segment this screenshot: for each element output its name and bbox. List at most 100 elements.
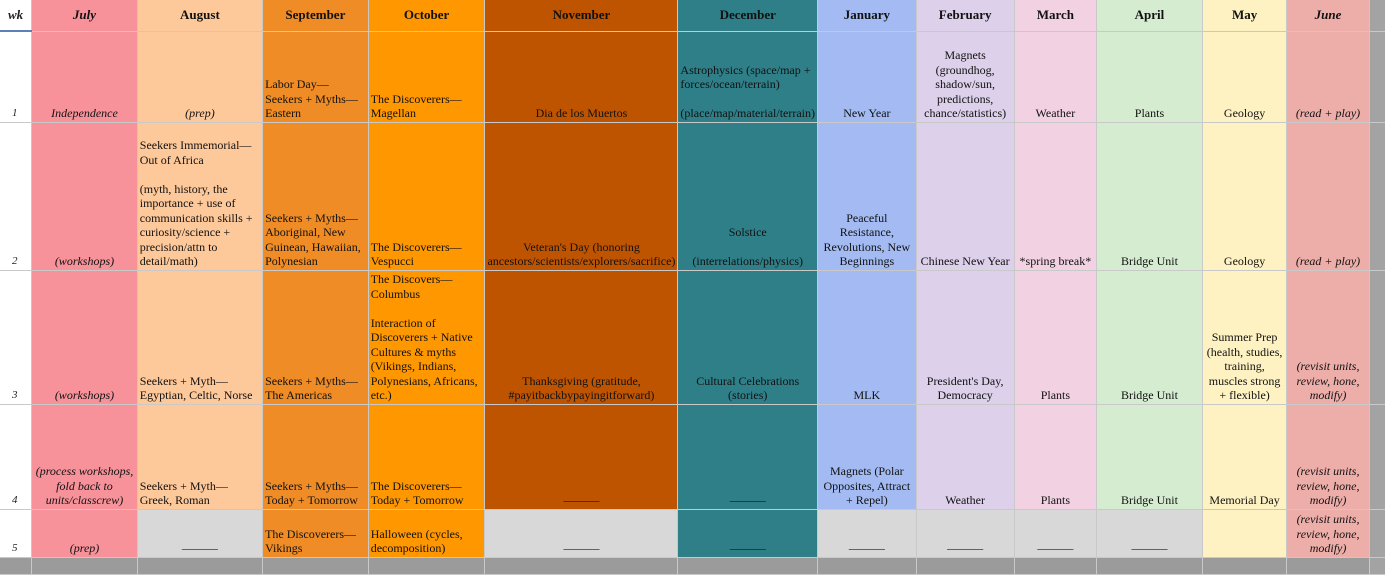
- blank-cell[interactable]: [0, 557, 33, 575]
- cell-march[interactable]: *spring break*: [1014, 122, 1098, 271]
- cell-july[interactable]: (workshops): [31, 270, 138, 405]
- blank-cell[interactable]: [368, 557, 486, 575]
- cell-may[interactable]: Geology: [1202, 31, 1288, 123]
- cell-june[interactable]: (revisit units, review, hone, modify): [1286, 509, 1370, 558]
- cell-december[interactable]: ———: [677, 509, 819, 558]
- cell-june[interactable]: (read + play): [1286, 31, 1370, 123]
- blank-cell[interactable]: [1286, 557, 1370, 575]
- cell-february[interactable]: ———: [916, 509, 1015, 558]
- week-number[interactable]: 1: [0, 31, 33, 123]
- header-october[interactable]: October: [368, 0, 486, 32]
- cell-december[interactable]: Astrophysics (space/map + forces/ocean/t…: [677, 31, 819, 123]
- header-june[interactable]: June: [1286, 0, 1370, 32]
- cell-february[interactable]: Chinese New Year: [916, 122, 1015, 271]
- cell-december[interactable]: ———: [677, 404, 819, 510]
- cell-february[interactable]: Weather: [916, 404, 1015, 510]
- cell-november[interactable]: ———: [484, 509, 679, 558]
- header-april[interactable]: April: [1096, 0, 1203, 32]
- cell-tail: [1369, 270, 1385, 405]
- header-wk[interactable]: wk: [0, 0, 33, 32]
- cell-december[interactable]: Solstice (interrelations/physics): [677, 122, 819, 271]
- cell-october[interactable]: The Discoverers—Magellan: [368, 31, 486, 123]
- cell-march[interactable]: Weather: [1014, 31, 1098, 123]
- blank-cell[interactable]: [1202, 557, 1288, 575]
- cell-february[interactable]: Magnets (groundhog, shadow/sun, predicti…: [916, 31, 1015, 123]
- header-august[interactable]: August: [137, 0, 264, 32]
- cell-may[interactable]: [1202, 509, 1288, 558]
- header-december[interactable]: December: [677, 0, 819, 32]
- cell-january[interactable]: MLK: [817, 270, 917, 405]
- cell-april[interactable]: Plants: [1096, 31, 1203, 123]
- cell-february[interactable]: President's Day, Democracy: [916, 270, 1015, 405]
- cell-october[interactable]: The Discoverers—Vespucci: [368, 122, 486, 271]
- cell-october[interactable]: Halloween (cycles, decomposition): [368, 509, 486, 558]
- cell-october[interactable]: The Discoverers—Today + Tomorrow: [368, 404, 486, 510]
- week-number[interactable]: 4: [0, 404, 33, 510]
- blank-cell[interactable]: [817, 557, 917, 575]
- cell-april[interactable]: Bridge Unit: [1096, 270, 1203, 405]
- cell-november[interactable]: ———: [484, 404, 679, 510]
- cell-august[interactable]: Seekers + Myth—Egyptian, Celtic, Norse: [137, 270, 264, 405]
- table-row: 5 (prep) ——— The Discoverers—Vikings Hal…: [0, 509, 1385, 558]
- cell-march[interactable]: Plants: [1014, 270, 1098, 405]
- cell-september[interactable]: Seekers + Myths—Aboriginal, New Guinean,…: [262, 122, 369, 271]
- cell-august[interactable]: ———: [137, 509, 264, 558]
- week-number[interactable]: 2: [0, 122, 33, 271]
- cell-january[interactable]: ———: [817, 509, 917, 558]
- header-march[interactable]: March: [1014, 0, 1098, 32]
- header-november[interactable]: November: [484, 0, 679, 32]
- cell-september[interactable]: Seekers + Myths—The Americas: [262, 270, 369, 405]
- blank-row: [0, 557, 1385, 575]
- cell-october[interactable]: The Discovers—Columbus Interaction of Di…: [368, 270, 486, 405]
- cell-tail: [1369, 404, 1385, 510]
- cell-march[interactable]: ———: [1014, 509, 1098, 558]
- cell-august[interactable]: Seekers + Myth—Greek, Roman: [137, 404, 264, 510]
- cell-may[interactable]: Memorial Day: [1202, 404, 1288, 510]
- cell-november[interactable]: Dia de los Muertos: [484, 31, 679, 123]
- table-row: 2 (workshops) Seekers Immemorial—Out of …: [0, 122, 1385, 271]
- blank-cell[interactable]: [137, 557, 264, 575]
- week-number[interactable]: 5: [0, 509, 33, 558]
- cell-september[interactable]: Labor Day—Seekers + Myths—Eastern: [262, 31, 369, 123]
- cell-may[interactable]: Geology: [1202, 122, 1288, 271]
- blank-cell[interactable]: [262, 557, 369, 575]
- cell-august[interactable]: (prep): [137, 31, 264, 123]
- blank-cell: [1369, 557, 1385, 575]
- cell-april[interactable]: ———: [1096, 509, 1203, 558]
- cell-tail: [1369, 509, 1385, 558]
- cell-tail: [1369, 122, 1385, 271]
- cell-november[interactable]: Veteran's Day (honoring ancestors/scient…: [484, 122, 679, 271]
- table-row: 3 (workshops) Seekers + Myth—Egyptian, C…: [0, 270, 1385, 405]
- cell-july[interactable]: Independence: [31, 31, 138, 123]
- blank-cell[interactable]: [1014, 557, 1098, 575]
- blank-cell[interactable]: [1096, 557, 1203, 575]
- cell-july[interactable]: (workshops): [31, 122, 138, 271]
- cell-january[interactable]: Magnets (Polar Opposites, Attract + Repe…: [817, 404, 917, 510]
- cell-september[interactable]: The Discoverers—Vikings: [262, 509, 369, 558]
- header-february[interactable]: February: [916, 0, 1015, 32]
- cell-september[interactable]: Seekers + Myths—Today + Tomorrow: [262, 404, 369, 510]
- cell-august[interactable]: Seekers Immemorial—Out of Africa (myth, …: [137, 122, 264, 271]
- blank-cell[interactable]: [484, 557, 679, 575]
- cell-march[interactable]: Plants: [1014, 404, 1098, 510]
- header-july[interactable]: July: [31, 0, 138, 32]
- blank-cell[interactable]: [31, 557, 138, 575]
- cell-june[interactable]: (read + play): [1286, 122, 1370, 271]
- cell-january[interactable]: Peaceful Resistance, Revolutions, New Be…: [817, 122, 917, 271]
- cell-april[interactable]: Bridge Unit: [1096, 122, 1203, 271]
- cell-july[interactable]: (prep): [31, 509, 138, 558]
- cell-july[interactable]: (process workshops, fold back to units/c…: [31, 404, 138, 510]
- cell-december[interactable]: Cultural Celebrations (stories): [677, 270, 819, 405]
- cell-may[interactable]: Summer Prep (health, studies, training, …: [1202, 270, 1288, 405]
- week-number[interactable]: 3: [0, 270, 33, 405]
- blank-cell[interactable]: [677, 557, 819, 575]
- header-may[interactable]: May: [1202, 0, 1288, 32]
- cell-january[interactable]: New Year: [817, 31, 917, 123]
- cell-june[interactable]: (revisit units, review, hone, modify): [1286, 404, 1370, 510]
- header-january[interactable]: January: [817, 0, 917, 32]
- cell-november[interactable]: Thanksgiving (gratitude, #payitbackbypay…: [484, 270, 679, 405]
- header-september[interactable]: September: [262, 0, 369, 32]
- cell-april[interactable]: Bridge Unit: [1096, 404, 1203, 510]
- blank-cell[interactable]: [916, 557, 1015, 575]
- cell-june[interactable]: (revisit units, review, hone, modify): [1286, 270, 1370, 405]
